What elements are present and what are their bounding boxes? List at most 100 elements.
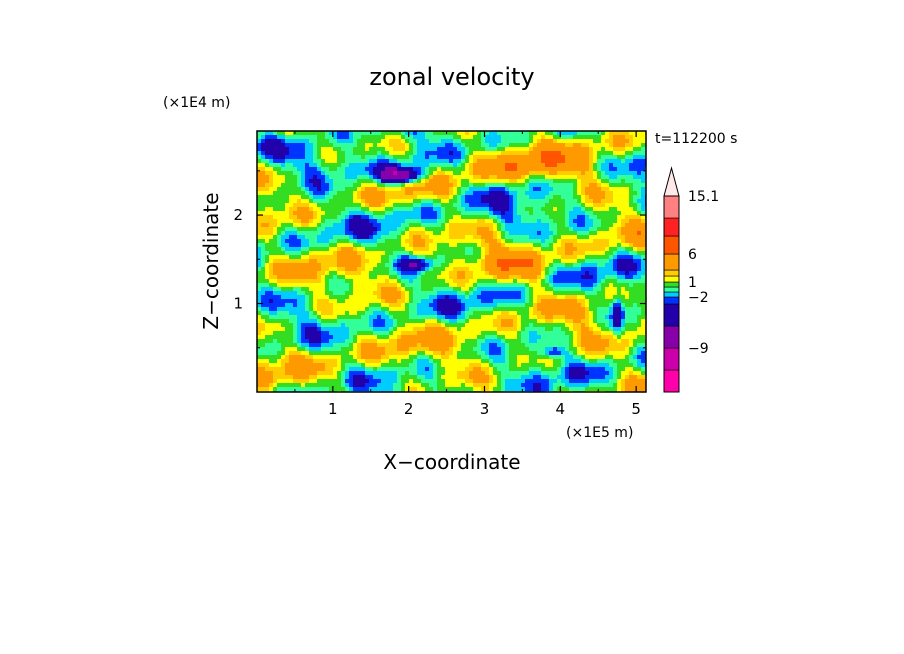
field-cell	[297, 259, 302, 264]
field-cell	[313, 175, 318, 180]
field-cell	[589, 267, 594, 272]
field-cell	[537, 143, 542, 148]
field-cell	[489, 171, 494, 176]
field-cell	[493, 199, 498, 204]
field-cell	[605, 227, 610, 232]
field-cell	[293, 239, 298, 244]
field-cell	[453, 327, 458, 332]
field-cell	[377, 151, 382, 156]
field-cell	[413, 295, 418, 300]
field-cell	[301, 311, 306, 316]
field-cell	[613, 131, 618, 136]
field-cell	[373, 191, 378, 196]
field-cell	[533, 287, 538, 292]
field-cell	[377, 155, 382, 160]
field-cell	[513, 219, 518, 224]
field-cell	[549, 203, 554, 208]
field-cell	[369, 159, 374, 164]
field-cell	[565, 199, 570, 204]
field-cell	[541, 195, 546, 200]
field-cell	[565, 219, 570, 224]
field-cell	[485, 275, 490, 280]
field-cell	[285, 211, 290, 216]
field-cell	[257, 271, 262, 276]
field-cell	[509, 227, 514, 232]
field-cell	[561, 203, 566, 208]
field-cell	[581, 259, 586, 264]
field-cell	[305, 215, 310, 220]
field-cell	[529, 143, 534, 148]
field-cell	[533, 207, 538, 212]
field-cell	[305, 179, 310, 184]
field-cell	[501, 315, 506, 320]
field-cell	[481, 247, 486, 252]
field-cell	[261, 263, 266, 268]
field-cell	[449, 187, 454, 192]
field-cell	[525, 267, 530, 272]
field-cell	[585, 271, 590, 276]
field-cell	[593, 255, 598, 260]
field-cell	[369, 143, 374, 148]
field-cell	[629, 207, 634, 212]
field-cell	[349, 231, 354, 236]
field-cell	[261, 219, 266, 224]
field-cell	[557, 291, 562, 296]
field-cell	[361, 247, 366, 252]
field-cell	[369, 187, 374, 192]
field-cell	[257, 219, 262, 224]
field-cell	[281, 219, 286, 224]
field-cell	[633, 135, 638, 140]
field-cell	[265, 295, 270, 300]
field-cell	[605, 183, 610, 188]
field-cell	[325, 311, 330, 316]
field-cell	[325, 291, 330, 296]
field-cell	[513, 235, 518, 240]
field-cell	[345, 323, 350, 328]
field-cell	[609, 131, 614, 136]
field-cell	[533, 243, 538, 248]
field-cell	[281, 167, 286, 172]
field-cell	[529, 167, 534, 172]
field-cell	[465, 155, 470, 160]
field-cell	[629, 291, 634, 296]
field-cell	[329, 315, 334, 320]
field-cell	[445, 231, 450, 236]
field-cell	[317, 251, 322, 256]
field-cell	[445, 243, 450, 248]
field-cell	[345, 279, 350, 284]
field-cell	[613, 327, 618, 332]
field-cell	[329, 323, 334, 328]
field-cell	[349, 287, 354, 292]
field-cell	[629, 319, 634, 324]
field-cell	[481, 239, 486, 244]
field-cell	[541, 131, 546, 136]
field-cell	[541, 199, 546, 204]
field-cell	[369, 267, 374, 272]
field-cell	[473, 307, 478, 312]
field-cell	[549, 295, 554, 300]
field-cell	[273, 267, 278, 272]
field-cell	[465, 251, 470, 256]
field-cell	[549, 131, 554, 136]
field-cell	[289, 183, 294, 188]
field-cell	[485, 215, 490, 220]
field-cell	[501, 267, 506, 272]
field-cell	[493, 175, 498, 180]
field-cell	[569, 163, 574, 168]
field-cell	[521, 167, 526, 172]
field-cell	[305, 139, 310, 144]
field-cell	[425, 327, 430, 332]
field-cell	[449, 191, 454, 196]
field-cell	[297, 251, 302, 256]
field-cell	[449, 283, 454, 288]
field-cell	[289, 251, 294, 256]
field-cell	[509, 267, 514, 272]
field-cell	[569, 295, 574, 300]
field-cell	[277, 323, 282, 328]
field-cell	[557, 211, 562, 216]
field-cell	[569, 195, 574, 200]
field-cell	[629, 131, 634, 136]
field-cell	[281, 295, 286, 300]
field-cell	[273, 327, 278, 332]
field-cell	[497, 207, 502, 212]
